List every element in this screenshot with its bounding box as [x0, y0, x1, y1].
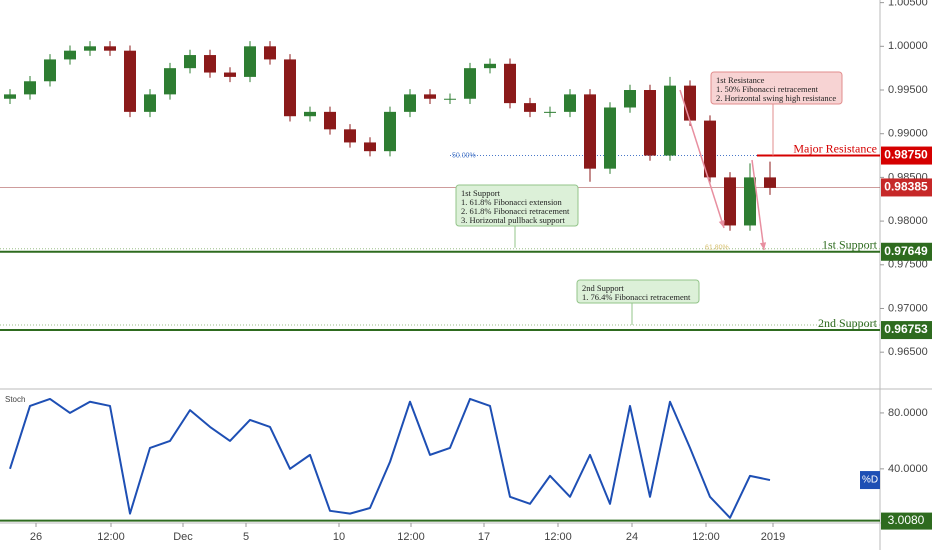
x-tick-label: 12:00	[692, 531, 720, 543]
level-badge	[881, 146, 932, 165]
level-badge-label: 0.96753	[884, 322, 928, 336]
level-badge	[881, 321, 932, 340]
candle-body	[604, 107, 616, 169]
candle-body	[464, 68, 476, 99]
candle-body	[584, 94, 596, 169]
x-tick-label: 12:00	[397, 531, 425, 543]
stoch-current-badge	[881, 512, 932, 530]
candle-body	[4, 94, 16, 99]
y-tick-label: 0.97000	[888, 302, 928, 314]
level-name: 1st Support	[822, 238, 878, 252]
candle-body	[664, 85, 676, 156]
annotation-title: 1st Support	[461, 188, 501, 198]
last-price-badge	[881, 178, 932, 197]
annotation-box	[710, 71, 843, 105]
annotation-title: 2nd Support	[582, 283, 624, 293]
candle-body	[44, 59, 56, 82]
level-name: 2nd Support	[818, 316, 878, 330]
candle-body	[524, 103, 536, 112]
annotation-line: 1. 50% Fibonacci retracement	[716, 84, 819, 94]
y-tick-label: 80.0000	[888, 407, 928, 419]
candle-body	[544, 111, 556, 113]
fib-label: 50.00%	[452, 152, 476, 159]
candle-body	[484, 63, 496, 69]
candle-body	[364, 142, 376, 152]
candle-body	[704, 120, 716, 178]
candle-body	[264, 46, 276, 60]
candle-body	[724, 177, 736, 226]
candle-body	[324, 111, 336, 130]
candle-body	[104, 46, 116, 51]
arrow-head	[759, 242, 767, 250]
candle-body	[504, 63, 516, 104]
arrow-head	[718, 220, 725, 228]
y-tick-label: 40.0000	[888, 463, 928, 475]
annotation-line: 2. Horizontal swing high resistance	[716, 93, 836, 103]
arrow	[679, 89, 725, 229]
y-tick-label: 0.99000	[888, 128, 928, 140]
level-name: Major Resistance	[793, 141, 877, 155]
annotation-box	[455, 184, 579, 227]
x-tick-label: 12:00	[544, 531, 572, 543]
x-tick-label: 24	[626, 531, 638, 543]
y-tick-label: 0.97500	[888, 259, 928, 271]
candle-body	[384, 111, 396, 152]
candle-body	[244, 46, 256, 77]
y-tick-label: 0.96500	[888, 346, 928, 358]
annotation-line: 1. 76.4% Fibonacci retracement	[582, 292, 691, 302]
x-tick-label: 10	[333, 531, 345, 543]
last-price-label: 0.98385	[884, 180, 928, 194]
x-tick-label: 12:00	[97, 531, 125, 543]
stoch-current-label: 3.0080	[888, 513, 925, 527]
candle-body	[564, 94, 576, 112]
candle-body	[424, 94, 436, 99]
annotation-title: 1st Resistance	[716, 75, 765, 85]
candle-body	[184, 55, 196, 69]
candle-body	[64, 50, 76, 60]
candle-body	[744, 177, 756, 226]
x-tick-label: 26	[30, 531, 42, 543]
fib-label: 61.80%	[705, 245, 729, 252]
candle-body	[284, 59, 296, 117]
candle-body	[164, 68, 176, 95]
candle-body	[404, 94, 416, 112]
level-badge-label: 0.97649	[884, 244, 928, 258]
series-badge	[860, 471, 880, 490]
stoch-title: Stoch	[5, 395, 25, 404]
x-tick-label: Dec	[173, 531, 193, 543]
y-tick-label: 1.00500	[888, 0, 928, 9]
candle-body	[444, 98, 456, 100]
level-badge-label: 0.98750	[884, 148, 928, 162]
y-tick-label: 0.98000	[888, 215, 928, 227]
annotation-line: 2. 61.8% Fibonacci retracement	[461, 206, 570, 216]
level-badge	[881, 242, 932, 261]
candle-body	[644, 90, 656, 156]
x-tick-label: 17	[478, 531, 490, 543]
candle-body	[684, 85, 696, 121]
candle-body	[144, 94, 156, 112]
annotation-box	[576, 279, 700, 304]
candle-body	[124, 50, 136, 112]
candle-body	[764, 177, 776, 188]
candle-body	[304, 111, 316, 117]
annotation-line: 3. Horizontal pullback support	[461, 215, 566, 225]
candle-body	[624, 90, 636, 108]
x-tick-label: 5	[243, 531, 249, 543]
candle-body	[24, 81, 36, 95]
stoch-line	[9, 397, 771, 519]
series-badge-label: %D	[862, 475, 878, 486]
candle-body	[204, 55, 216, 73]
y-tick-label: 0.99500	[888, 84, 928, 96]
x-tick-label: 2019	[761, 531, 785, 543]
arrow	[751, 159, 765, 251]
candle-body	[224, 72, 236, 77]
candle-body	[84, 46, 96, 51]
annotation-line: 1. 61.8% Fibonacci extension	[461, 197, 563, 207]
y-tick-label: 1.00000	[888, 40, 928, 52]
candle-body	[344, 129, 356, 143]
